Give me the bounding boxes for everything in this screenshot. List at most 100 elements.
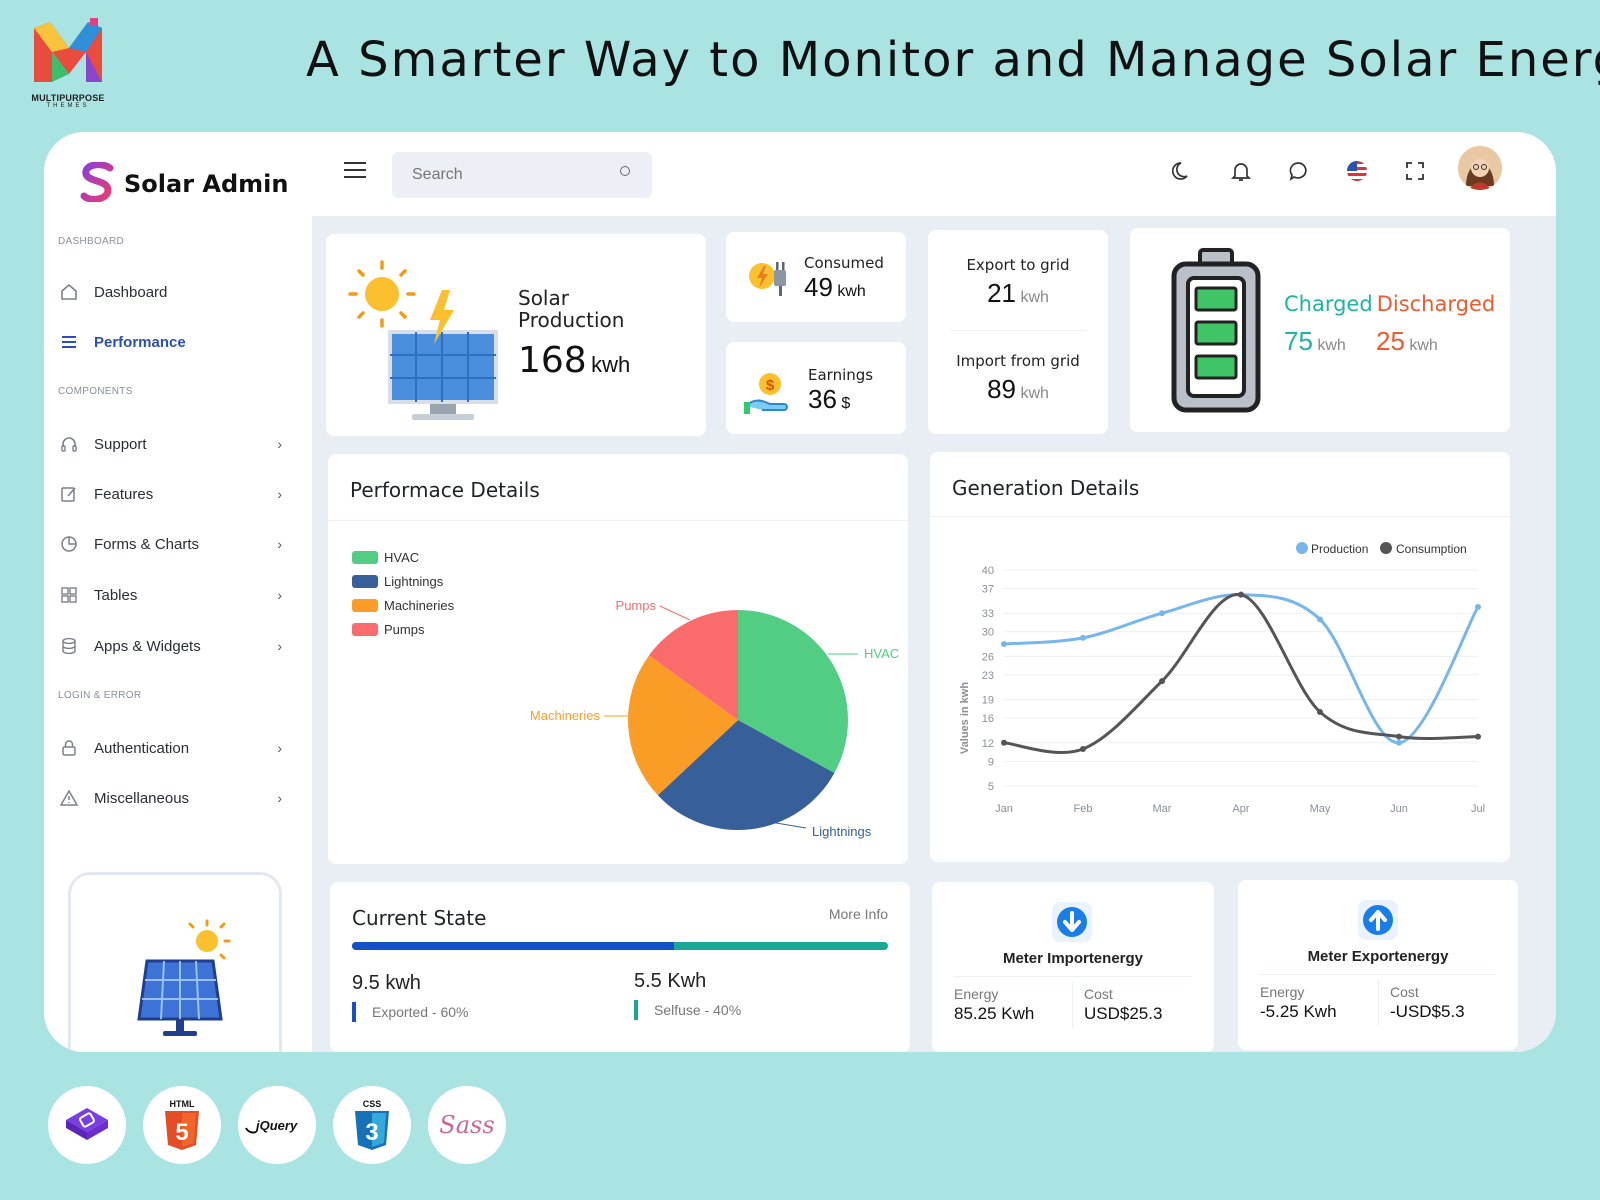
grid-exchange-card: Export to grid 21 kwh Import from grid 8… bbox=[928, 230, 1108, 434]
section-title-components: COMPONENTS bbox=[58, 386, 133, 397]
sidebar-item-label: Tables bbox=[94, 586, 138, 604]
meter-import-card: Meter Importenergy Energy 85.25 Kwh Cost… bbox=[932, 882, 1214, 1052]
more-info-link[interactable]: More Info bbox=[828, 906, 888, 922]
y-tick-label: 9 bbox=[988, 756, 994, 768]
sidebar-item-miscellaneous[interactable]: Miscellaneous › bbox=[58, 780, 294, 816]
pie-icon bbox=[58, 533, 80, 555]
export-to-grid-label: Export to grid bbox=[966, 256, 1070, 274]
meter-import-energy-value: 85.25 Kwh bbox=[954, 1004, 1035, 1023]
sidebar-item-forms-charts[interactable]: Forms & Charts › bbox=[58, 526, 294, 562]
us-flag-icon[interactable] bbox=[1344, 158, 1370, 184]
jquery-text: jQuery bbox=[254, 1118, 298, 1133]
import-from-grid-value: 89 bbox=[987, 374, 1016, 404]
sidebar-item-apps-widgets[interactable]: Apps & Widgets › bbox=[58, 628, 294, 664]
fullscreen-icon[interactable] bbox=[1402, 158, 1428, 184]
menu-icon[interactable] bbox=[344, 162, 366, 183]
sidebar-item-features[interactable]: Features › bbox=[58, 476, 294, 512]
pie-slice-machineries bbox=[628, 655, 738, 796]
moon-icon[interactable] bbox=[1170, 158, 1196, 184]
brand-sub: THEMES bbox=[46, 103, 90, 109]
sidebar-item-label: Performance bbox=[94, 333, 186, 351]
sidebar-item-support[interactable]: Support › bbox=[58, 426, 294, 462]
data-point-consumption bbox=[1396, 733, 1402, 740]
y-tick-label: 5 bbox=[988, 781, 994, 793]
divider bbox=[954, 976, 1192, 977]
charged-label: Charged bbox=[1284, 292, 1373, 316]
avatar[interactable] bbox=[1458, 146, 1502, 190]
sidebar-item-performance[interactable]: Performance bbox=[58, 324, 294, 360]
home-icon bbox=[58, 281, 80, 303]
chevron-right-icon: › bbox=[277, 436, 282, 452]
pie-label-pumps: Pumps bbox=[616, 598, 657, 613]
export-to-grid-unit: kwh bbox=[1020, 289, 1049, 306]
legend-label-consumption: Consumption bbox=[1396, 542, 1467, 556]
sidebar-item-authentication[interactable]: Authentication › bbox=[58, 730, 294, 766]
css3-badge: CSS 3 bbox=[333, 1086, 411, 1164]
html5-badge: HTML 5 bbox=[143, 1086, 221, 1164]
data-point-consumption bbox=[1475, 733, 1481, 740]
app-name: Solar Admin bbox=[124, 170, 289, 198]
sidebar-item-dashboard[interactable]: Dashboard bbox=[58, 274, 294, 310]
sidebar-item-label: Apps & Widgets bbox=[94, 637, 201, 655]
section-title-login-error: LOGIN & ERROR bbox=[58, 690, 142, 701]
charged-value: 75 bbox=[1284, 326, 1313, 356]
data-point-consumption bbox=[1001, 739, 1007, 746]
brand-m-icon bbox=[34, 18, 102, 82]
divider bbox=[930, 516, 1510, 517]
legend-swatch bbox=[352, 599, 378, 612]
y-tick-label: 19 bbox=[982, 695, 994, 707]
export-to-grid-value: 21 bbox=[987, 278, 1016, 308]
meter-export-cost-value: -USD$5.3 bbox=[1390, 1002, 1465, 1021]
pie-label-leader bbox=[757, 819, 807, 829]
legend-swatch bbox=[352, 551, 378, 564]
legend-swatch bbox=[352, 623, 378, 636]
headphones-icon bbox=[58, 433, 80, 455]
y-tick-label: 30 bbox=[982, 627, 994, 639]
solar-production-label-2: Production bbox=[518, 308, 625, 332]
current-state-progress bbox=[352, 942, 888, 950]
meter-import-title: Meter Importenergy bbox=[1002, 950, 1144, 967]
svg-text:5: 5 bbox=[175, 1119, 188, 1146]
divider bbox=[1072, 982, 1073, 1028]
section-title-dashboard: DASHBOARD bbox=[58, 236, 125, 247]
x-tick-label: Apr bbox=[1232, 803, 1249, 815]
pie-label-leader bbox=[659, 605, 691, 621]
main-content: Solar Production 168 kwh Consumed 49 kwh… bbox=[312, 216, 1556, 1052]
divider bbox=[328, 520, 908, 521]
search-icon[interactable] bbox=[620, 166, 630, 176]
sass-text: Sass bbox=[439, 1111, 494, 1139]
solar-production-label-1: Solar bbox=[518, 286, 569, 310]
chevron-right-icon: › bbox=[277, 486, 282, 502]
discharged-unit: kwh bbox=[1409, 337, 1438, 354]
lock-icon bbox=[58, 737, 80, 759]
list-icon bbox=[58, 331, 80, 353]
y-tick-label: 40 bbox=[982, 565, 994, 577]
chevron-right-icon: › bbox=[277, 587, 282, 603]
app-window: Solar Admin DASHBOARD Dashboard Performa… bbox=[44, 132, 1556, 1052]
search-input[interactable] bbox=[392, 152, 652, 198]
chat-icon[interactable] bbox=[1286, 158, 1312, 184]
legend-label-production: Production bbox=[1311, 542, 1368, 556]
meter-export-card: Meter Exportenergy Energy -5.25 Kwh Cost… bbox=[1238, 880, 1518, 1050]
arrow-up-icon bbox=[1358, 900, 1398, 940]
y-tick-label: 16 bbox=[982, 713, 994, 725]
pie-slice-pumps bbox=[649, 610, 738, 720]
y-tick-label: 26 bbox=[982, 651, 994, 663]
divider bbox=[950, 330, 1086, 331]
jquery-icon: jQuery bbox=[245, 1118, 298, 1134]
x-tick-label: Jun bbox=[1390, 803, 1408, 815]
chevron-right-icon: › bbox=[277, 638, 282, 654]
progress-exported-fill bbox=[352, 942, 674, 950]
exported-label: Exported - 60% bbox=[352, 1002, 469, 1022]
legend-label: HVAC bbox=[384, 550, 420, 565]
pie-slice-hvac bbox=[738, 610, 848, 773]
sidebar-item-tables[interactable]: Tables › bbox=[58, 577, 294, 613]
performance-details-card: Performace Details HVAC Lightnings Machi… bbox=[328, 454, 908, 864]
earnings-label: Earnings bbox=[808, 366, 874, 384]
brand-logo: MULTIPURPOSE THEMES bbox=[26, 18, 110, 114]
data-point-production bbox=[1475, 604, 1481, 611]
y-tick-label: 12 bbox=[982, 738, 994, 750]
y-axis-label: Values in kwh bbox=[959, 682, 971, 754]
sass-icon: Sass bbox=[439, 1111, 494, 1139]
bell-icon[interactable] bbox=[1228, 158, 1254, 184]
